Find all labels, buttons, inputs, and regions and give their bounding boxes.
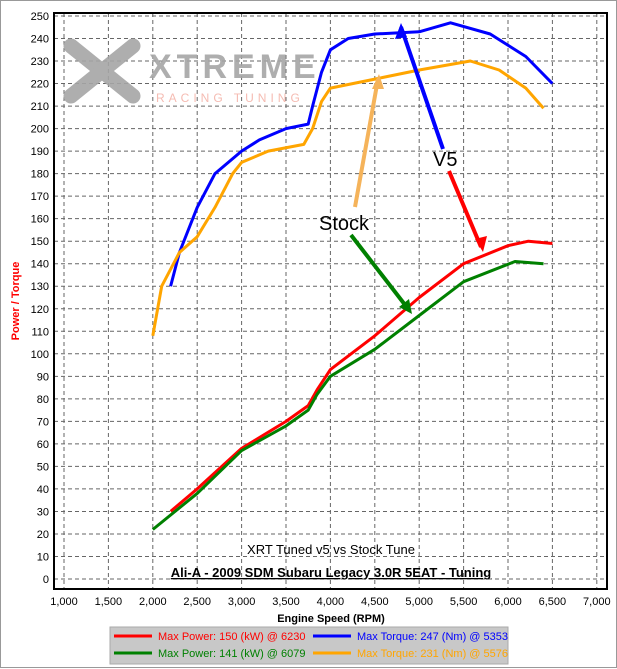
y-tick-label: 60 [37,439,49,451]
tick-labels: 0 10 20 30 40 50 60 70 80 90 100 110 120 130 140 150 160… [31,11,611,608]
y-tick-label: 250 [31,11,49,23]
y-tick-label: 240 [31,34,49,46]
annotation-stock: Stock [319,213,370,235]
series-line-2 [169,21,554,287]
series-line-1 [151,260,544,531]
grid [54,13,607,589]
y-tick-label: 80 [37,394,49,406]
legend-label: Max Power: 150 (kW) @ 6230 [158,631,306,643]
y-tick-label: 100 [31,349,49,361]
x-tick-label: 1,500 [95,596,123,608]
legend-label: Max Torque: 231 (Nm) @ 5576 [357,648,508,660]
series-group [151,21,554,531]
y-tick-label: 180 [31,169,49,181]
x-tick-label: 6,000 [494,596,522,608]
y-tick-label: 90 [37,371,49,383]
y-tick-label: 130 [31,281,49,293]
y-tick-label: 0 [43,574,49,586]
arrowhead-icon [395,23,407,39]
arrow-stock-power [349,233,411,312]
x-tick-label: 1,000 [50,596,78,608]
arrowhead-icon [372,74,384,89]
logo-subtext: RACING TUNING [156,91,304,105]
x-tick-label: 4,000 [317,596,345,608]
y-tick-label: 10 [37,551,49,563]
y-tick-label: 230 [31,56,49,68]
y-tick-label: 150 [31,236,49,248]
y-tick-label: 200 [31,124,49,136]
x-tick-label: 3,500 [272,596,300,608]
y-axis-label: Power / Torque [10,262,22,341]
arrowhead-icon [399,299,412,314]
annotation-v5: V5 [433,149,457,171]
x-tick-label: 4,500 [361,596,389,608]
y-tick-label: 220 [31,79,49,91]
legend-label: Max Power: 141 (kW) @ 6079 [158,648,306,660]
arrow-v5-torque [399,26,445,150]
y-tick-label: 70 [37,416,49,428]
chart-subtitle: XRT Tuned v5 vs Stock Tune [247,542,415,557]
legend-label: Max Torque: 247 (Nm) @ 5353 [357,631,508,643]
logo-x-mark [63,38,141,104]
series-line-0 [169,239,553,513]
y-tick-label: 50 [37,461,49,473]
y-tick-label: 110 [31,326,49,338]
y-tick-label: 140 [31,259,49,271]
arrow-stock-torque [353,78,380,208]
y-tick-label: 120 [31,304,49,316]
x-tick-label: 5,500 [450,596,478,608]
y-tick-label: 40 [37,484,49,496]
arrowhead-icon [475,236,487,252]
annotations: V5 Stock [319,23,487,314]
y-tick-label: 210 [31,101,49,113]
x-tick-label: 5,000 [405,596,433,608]
legend-background [109,626,509,665]
y-tick-label: 170 [31,191,49,203]
logo-text: XTREME [149,48,321,86]
x-axis-label: Engine Speed (RPM) [277,613,385,625]
y-tick-label: 190 [31,146,49,158]
chart-title: Ali-A - 2009 SDM Subaru Legacy 3.0R 5EAT… [171,565,492,580]
y-tick-label: 160 [31,214,49,226]
legend: Max Power: 150 (kW) @ 6230 Max Power: 141… [109,626,509,665]
series-line-3 [151,59,545,337]
x-tick-label: 3,000 [228,596,256,608]
logo: XTREME RACING TUNING [63,38,321,105]
y-tick-label: 20 [37,529,49,541]
x-tick-label: 2,000 [139,596,167,608]
plot-frame [53,12,608,590]
arrow-v5-power [447,170,483,248]
x-tick-label: 6,500 [539,596,567,608]
x-tick-label: 7,000 [583,596,611,608]
x-tick-label: 2,500 [183,596,211,608]
y-tick-label: 30 [37,506,49,518]
